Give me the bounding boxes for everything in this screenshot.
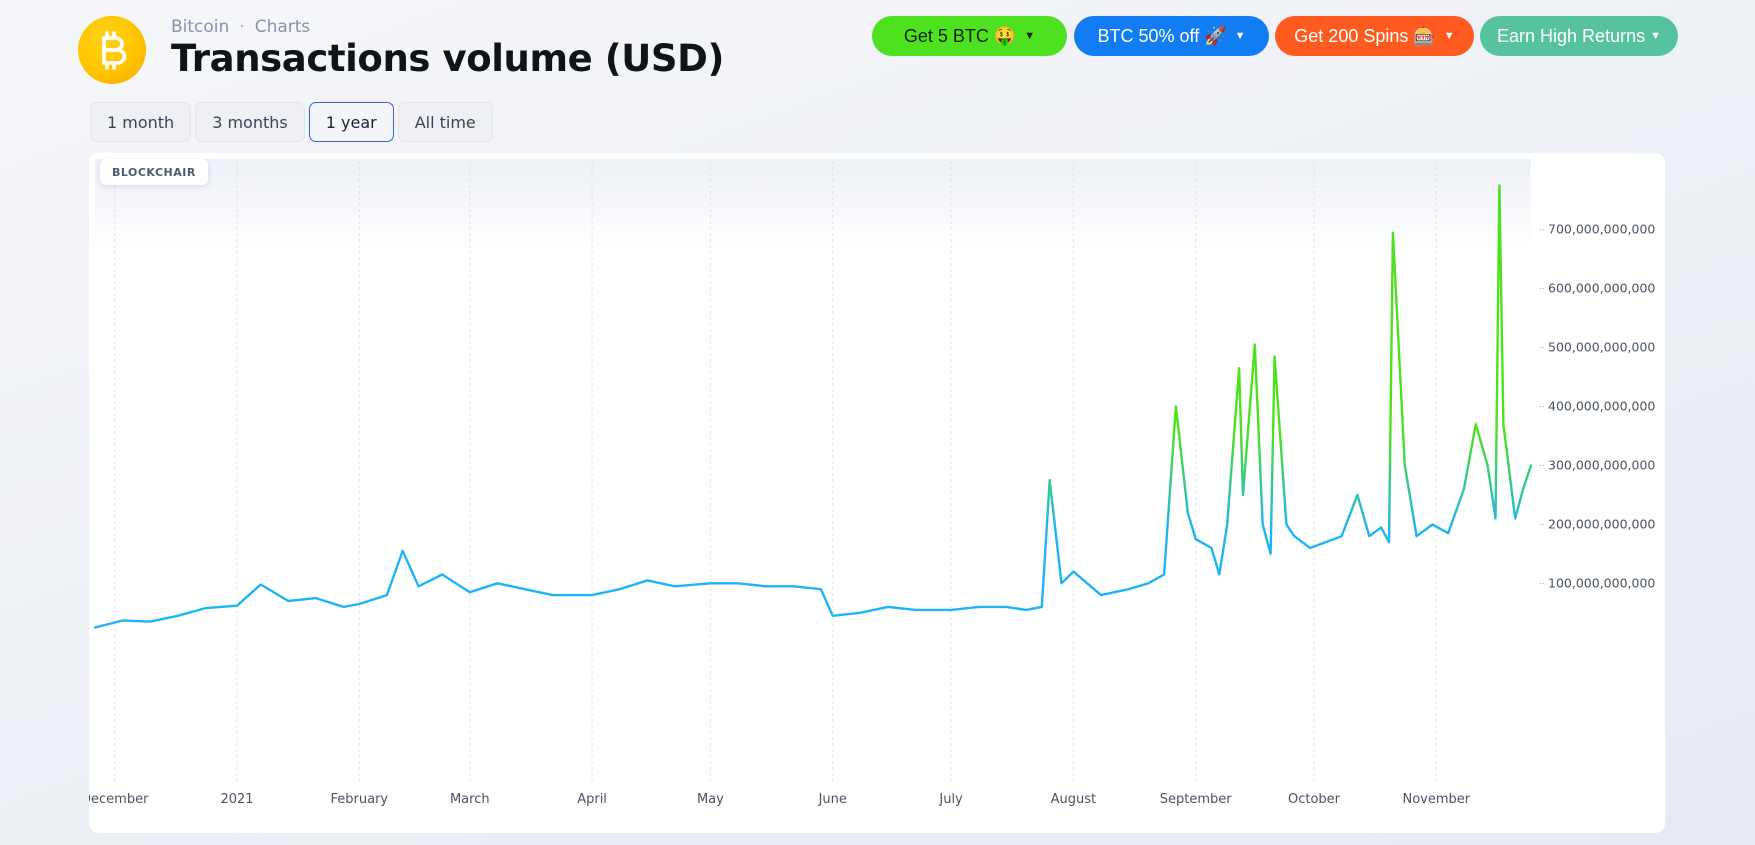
chart-panel: 100,000,000,000 200,000,000,000 300,000,00… [89, 153, 1665, 833]
promo-label: Get 5 BTC 🤑 [903, 25, 1017, 46]
y-tick-label: 200,000,000,000 [1548, 516, 1655, 531]
x-tick-label: March [450, 792, 490, 807]
y-tick-label: 500,000,000,000 [1548, 340, 1655, 355]
page-title: Transactions volume (USD) [171, 37, 725, 80]
chevron-down-icon: ▼ [1650, 30, 1661, 42]
breadcrumb: Bitcoin · Charts [171, 17, 310, 37]
x-tick-label: November [1402, 792, 1470, 807]
y-tick-label: 100,000,000,000 [1548, 575, 1655, 590]
breadcrumb-bitcoin[interactable]: Bitcoin [171, 17, 230, 37]
x-tick-label: February [331, 792, 389, 807]
chevron-down-icon: ▼ [1234, 30, 1246, 42]
bitcoin-logo [78, 16, 146, 84]
x-tick-label: May [697, 792, 724, 807]
tab-1-month[interactable]: 1 month [90, 102, 192, 142]
x-tick-label: December [89, 792, 149, 807]
x-tick-label: August [1051, 792, 1097, 807]
bitcoin-icon [102, 31, 127, 70]
x-tick-label: 2021 [220, 792, 253, 807]
x-tick-label: September [1160, 792, 1233, 807]
breadcrumb-separator: · [239, 17, 245, 37]
promo-label: BTC 50% off 🚀 [1097, 25, 1227, 46]
promo-label: Get 200 Spins 🎰 [1294, 25, 1436, 46]
tab-3-months[interactable]: 3 months [195, 102, 305, 142]
plot-top-fade [95, 159, 1531, 254]
y-tick-label: 700,000,000,000 [1548, 222, 1655, 237]
y-tick-label: 600,000,000,000 [1548, 281, 1655, 296]
promo-label: Earn High Returns [1497, 25, 1646, 46]
chevron-down-icon: ▼ [1024, 30, 1036, 42]
promo-btc-50-off-button[interactable]: BTC 50% off 🚀 ▼ [1074, 16, 1269, 56]
tab-all-time[interactable]: All time [397, 102, 493, 142]
y-tick-label: 300,000,000,000 [1548, 457, 1655, 472]
y-tick-label: 400,000,000,000 [1548, 399, 1655, 414]
chevron-down-icon: ▼ [1443, 30, 1455, 42]
promo-get-200-spins-button[interactable]: Get 200 Spins 🎰 ▼ [1275, 16, 1474, 56]
breadcrumb-charts[interactable]: Charts [254, 17, 311, 37]
tab-1-year[interactable]: 1 year [308, 102, 394, 142]
series-line [93, 184, 1533, 629]
promo-get-5-btc-button[interactable]: Get 5 BTC 🤑 ▼ [872, 16, 1067, 56]
chart: 100,000,000,000 200,000,000,000 300,000,00… [89, 159, 1655, 807]
blockchair-watermark: BLOCKCHAIR [100, 159, 208, 185]
x-tick-label: April [577, 792, 607, 807]
x-tick-label: October [1288, 792, 1341, 807]
range-tabs: 1 month 3 months 1 year All time [90, 102, 493, 142]
promo-earn-high-returns-button[interactable]: Earn High Returns ▼ [1480, 16, 1678, 56]
x-tick-label: June [818, 792, 847, 807]
x-tick-label: July [938, 792, 963, 807]
